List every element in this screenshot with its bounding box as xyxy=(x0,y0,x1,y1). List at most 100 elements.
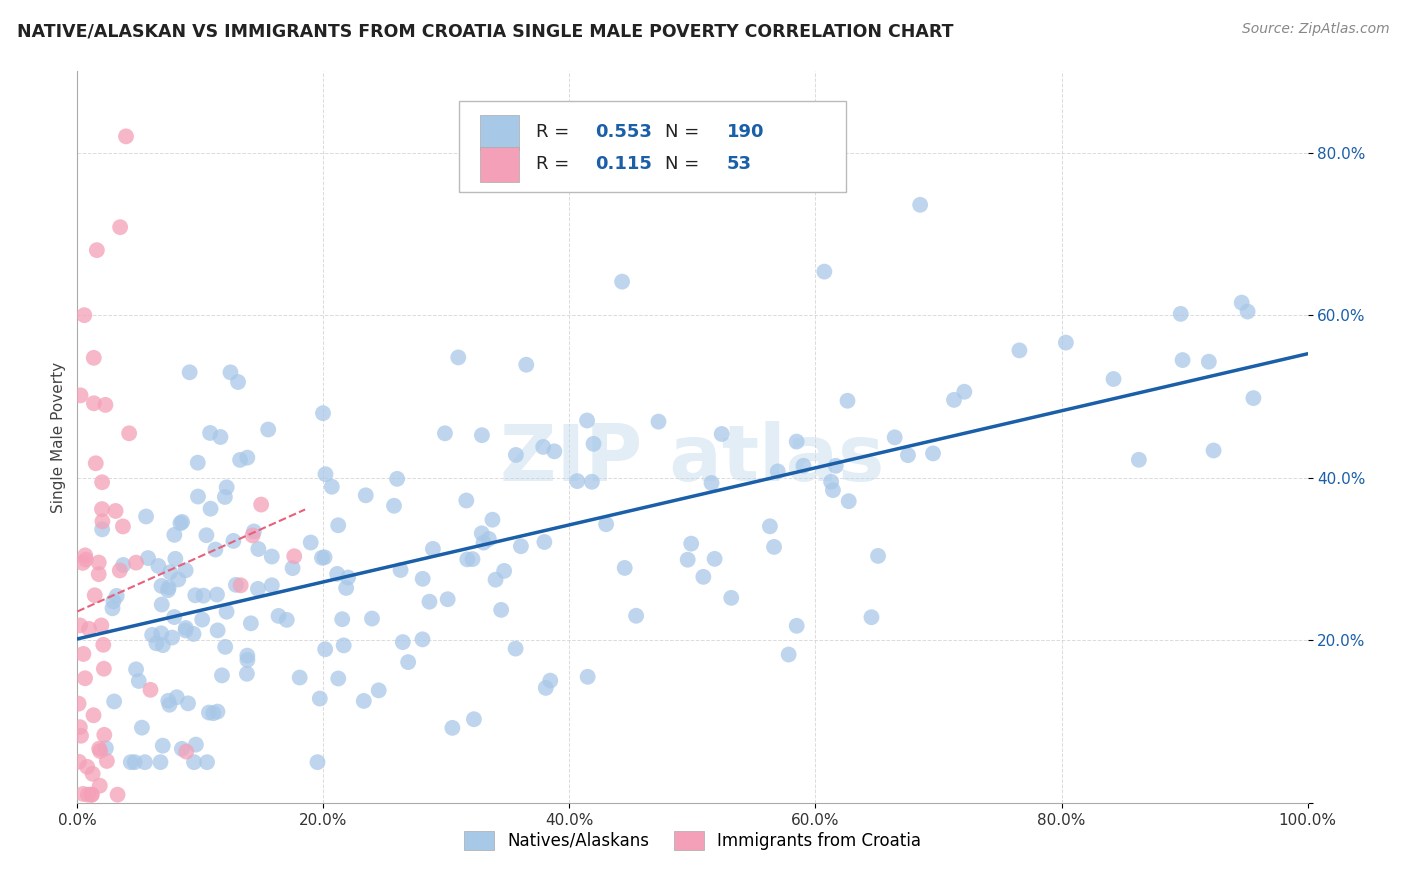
Point xyxy=(69,720,91,734)
Point xyxy=(481,513,503,527)
Text: N =: N = xyxy=(665,155,706,173)
Point xyxy=(461,552,484,566)
Point xyxy=(505,448,527,462)
Point xyxy=(160,631,183,645)
Point xyxy=(534,681,557,695)
Point xyxy=(135,509,157,524)
Point xyxy=(314,550,336,565)
Point xyxy=(567,474,589,488)
Point xyxy=(385,472,408,486)
Point xyxy=(354,488,377,502)
Point xyxy=(229,453,252,467)
Text: R =: R = xyxy=(536,155,575,173)
Point xyxy=(120,755,142,769)
Point xyxy=(93,728,115,742)
Point xyxy=(246,582,269,596)
Point xyxy=(1236,304,1258,318)
Legend: Natives/Alaskans, Immigrants from Croatia: Natives/Alaskans, Immigrants from Croati… xyxy=(457,824,928,856)
Point xyxy=(86,243,108,257)
Point xyxy=(103,694,125,708)
Point xyxy=(1241,391,1264,405)
Point xyxy=(204,542,226,557)
Point xyxy=(288,671,311,685)
Point xyxy=(260,578,283,592)
Point xyxy=(219,365,242,379)
Point xyxy=(91,638,114,652)
Point xyxy=(157,694,180,708)
Point xyxy=(314,467,336,482)
Point xyxy=(131,721,153,735)
Point xyxy=(211,668,233,682)
Point xyxy=(953,384,976,399)
Point xyxy=(786,434,808,449)
Text: NATIVE/ALASKAN VS IMMIGRANTS FROM CROATIA SINGLE MALE POVERTY CORRELATION CHART: NATIVE/ALASKAN VS IMMIGRANTS FROM CROATI… xyxy=(17,22,953,40)
Point xyxy=(198,706,221,720)
Point xyxy=(72,787,94,801)
Point xyxy=(136,551,159,566)
Point xyxy=(908,198,931,212)
Point xyxy=(247,541,270,556)
Point xyxy=(148,559,170,574)
Point xyxy=(174,621,197,635)
Point xyxy=(101,601,124,615)
Point xyxy=(83,351,105,365)
Point xyxy=(184,588,207,602)
Point xyxy=(838,494,860,508)
Point xyxy=(222,533,245,548)
Point xyxy=(766,465,789,479)
Point xyxy=(96,754,118,768)
Point xyxy=(239,616,262,631)
Point xyxy=(505,641,527,656)
Point xyxy=(202,706,225,721)
Point xyxy=(163,528,186,542)
Point xyxy=(187,456,209,470)
Point xyxy=(243,524,266,539)
Point xyxy=(91,522,114,536)
Point xyxy=(610,275,633,289)
Point xyxy=(1171,353,1194,368)
Point xyxy=(1202,443,1225,458)
Y-axis label: Single Male Poverty: Single Male Poverty xyxy=(51,361,66,513)
Point xyxy=(89,744,111,758)
Point xyxy=(207,705,229,719)
Point xyxy=(786,619,808,633)
Point xyxy=(159,566,181,580)
Point xyxy=(710,427,733,442)
Point xyxy=(531,440,554,454)
Point xyxy=(179,365,201,379)
Point xyxy=(367,683,389,698)
Point xyxy=(69,388,91,402)
Point xyxy=(209,430,232,444)
Point xyxy=(83,708,105,723)
Point xyxy=(484,573,506,587)
Point xyxy=(396,655,419,669)
Point xyxy=(141,628,163,642)
Point xyxy=(236,450,259,465)
Point xyxy=(1128,452,1150,467)
Point xyxy=(184,738,207,752)
Point xyxy=(83,396,105,410)
Point xyxy=(1054,335,1077,350)
Point xyxy=(205,588,228,602)
Point xyxy=(478,532,501,546)
Text: Source: ZipAtlas.com: Source: ZipAtlas.com xyxy=(1241,22,1389,37)
Point xyxy=(67,697,90,711)
Point xyxy=(87,567,110,582)
Point xyxy=(412,572,434,586)
Point xyxy=(215,480,238,494)
Point xyxy=(159,698,181,712)
Point xyxy=(112,558,135,572)
Point xyxy=(214,490,236,504)
Point xyxy=(200,501,222,516)
Point xyxy=(418,595,440,609)
Point xyxy=(242,528,264,542)
Point xyxy=(759,519,782,533)
Point xyxy=(813,265,835,279)
Point xyxy=(763,540,786,554)
Point xyxy=(283,549,305,564)
Text: 190: 190 xyxy=(727,123,765,141)
Point xyxy=(91,514,114,528)
Point xyxy=(538,673,561,688)
Point xyxy=(472,535,495,549)
Point xyxy=(250,498,273,512)
